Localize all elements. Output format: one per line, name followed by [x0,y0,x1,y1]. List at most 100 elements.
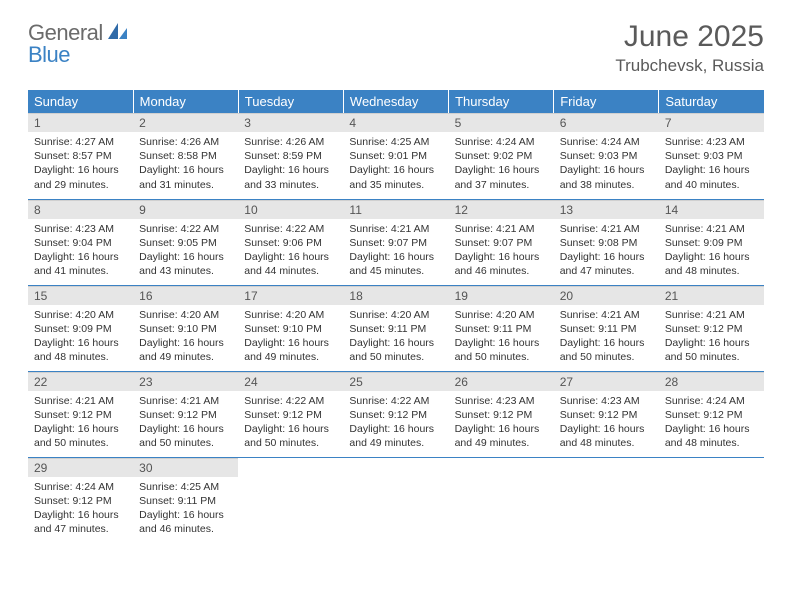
sunset-text: Sunset: 9:08 PM [560,236,653,250]
sunrise-text: Sunrise: 4:20 AM [349,308,442,322]
day-number: 6 [554,113,659,132]
day-content: Sunrise: 4:21 AMSunset: 9:08 PMDaylight:… [554,219,659,283]
day-number: 27 [554,372,659,391]
calendar-cell [659,457,764,543]
day-content: Sunrise: 4:23 AMSunset: 9:03 PMDaylight:… [659,132,764,196]
daylight-text-2: and 48 minutes. [34,350,127,364]
calendar-cell: 7Sunrise: 4:23 AMSunset: 9:03 PMDaylight… [659,113,764,199]
sunset-text: Sunset: 9:12 PM [455,408,548,422]
sunrise-text: Sunrise: 4:25 AM [349,135,442,149]
day-content: Sunrise: 4:20 AMSunset: 9:11 PMDaylight:… [343,305,448,369]
daylight-text-1: Daylight: 16 hours [455,336,548,350]
calendar-cell: 10Sunrise: 4:22 AMSunset: 9:06 PMDayligh… [238,199,343,285]
sunrise-text: Sunrise: 4:25 AM [139,480,232,494]
daylight-text-2: and 41 minutes. [34,264,127,278]
daylight-text-1: Daylight: 16 hours [139,508,232,522]
calendar-cell [343,457,448,543]
calendar-cell: 22Sunrise: 4:21 AMSunset: 9:12 PMDayligh… [28,371,133,457]
calendar-cell: 18Sunrise: 4:20 AMSunset: 9:11 PMDayligh… [343,285,448,371]
calendar-cell [449,457,554,543]
calendar-cell: 29Sunrise: 4:24 AMSunset: 9:12 PMDayligh… [28,457,133,543]
daylight-text-1: Daylight: 16 hours [34,163,127,177]
calendar-cell: 26Sunrise: 4:23 AMSunset: 9:12 PMDayligh… [449,371,554,457]
daylight-text-2: and 37 minutes. [455,178,548,192]
daylight-text-2: and 49 minutes. [244,350,337,364]
day-number: 19 [449,286,554,305]
daylight-text-2: and 35 minutes. [349,178,442,192]
day-number: 15 [28,286,133,305]
daylight-text-1: Daylight: 16 hours [139,163,232,177]
sunrise-text: Sunrise: 4:22 AM [139,222,232,236]
calendar-cell: 4Sunrise: 4:25 AMSunset: 9:01 PMDaylight… [343,113,448,199]
day-content: Sunrise: 4:24 AMSunset: 9:12 PMDaylight:… [659,391,764,455]
sunset-text: Sunset: 9:12 PM [34,408,127,422]
day-number: 4 [343,113,448,132]
daylight-text-1: Daylight: 16 hours [455,163,548,177]
sunrise-text: Sunrise: 4:24 AM [34,480,127,494]
sunrise-text: Sunrise: 4:24 AM [665,394,758,408]
calendar-week-row: 15Sunrise: 4:20 AMSunset: 9:09 PMDayligh… [28,285,764,371]
day-number: 11 [343,200,448,219]
sunrise-text: Sunrise: 4:21 AM [349,222,442,236]
day-content: Sunrise: 4:24 AMSunset: 9:02 PMDaylight:… [449,132,554,196]
day-content: Sunrise: 4:22 AMSunset: 9:05 PMDaylight:… [133,219,238,283]
calendar-week-row: 8Sunrise: 4:23 AMSunset: 9:04 PMDaylight… [28,199,764,285]
day-number: 22 [28,372,133,391]
day-content: Sunrise: 4:22 AMSunset: 9:12 PMDaylight:… [238,391,343,455]
daylight-text-1: Daylight: 16 hours [244,250,337,264]
daylight-text-1: Daylight: 16 hours [560,250,653,264]
daylight-text-2: and 50 minutes. [349,350,442,364]
daylight-text-1: Daylight: 16 hours [665,422,758,436]
sunrise-text: Sunrise: 4:22 AM [244,222,337,236]
sunset-text: Sunset: 9:10 PM [139,322,232,336]
day-number: 17 [238,286,343,305]
day-content: Sunrise: 4:21 AMSunset: 9:07 PMDaylight:… [449,219,554,283]
day-number: 5 [449,113,554,132]
daylight-text-2: and 49 minutes. [139,350,232,364]
day-number: 3 [238,113,343,132]
calendar-cell: 23Sunrise: 4:21 AMSunset: 9:12 PMDayligh… [133,371,238,457]
sunrise-text: Sunrise: 4:24 AM [455,135,548,149]
dayheader-sat: Saturday [659,90,764,113]
sunset-text: Sunset: 9:12 PM [665,408,758,422]
sunset-text: Sunset: 9:03 PM [665,149,758,163]
daylight-text-2: and 43 minutes. [139,264,232,278]
calendar-cell: 8Sunrise: 4:23 AMSunset: 9:04 PMDaylight… [28,199,133,285]
day-content: Sunrise: 4:20 AMSunset: 9:10 PMDaylight:… [238,305,343,369]
sunrise-text: Sunrise: 4:21 AM [665,308,758,322]
day-content: Sunrise: 4:20 AMSunset: 9:09 PMDaylight:… [28,305,133,369]
sunrise-text: Sunrise: 4:20 AM [244,308,337,322]
sunrise-text: Sunrise: 4:20 AM [139,308,232,322]
day-content: Sunrise: 4:26 AMSunset: 8:58 PMDaylight:… [133,132,238,196]
day-number: 18 [343,286,448,305]
sunset-text: Sunset: 9:10 PM [244,322,337,336]
day-number: 23 [133,372,238,391]
day-content: Sunrise: 4:25 AMSunset: 9:11 PMDaylight:… [133,477,238,541]
day-number: 24 [238,372,343,391]
daylight-text-2: and 44 minutes. [244,264,337,278]
calendar-cell [238,457,343,543]
sunset-text: Sunset: 9:12 PM [665,322,758,336]
day-content: Sunrise: 4:22 AMSunset: 9:12 PMDaylight:… [343,391,448,455]
calendar-cell: 28Sunrise: 4:24 AMSunset: 9:12 PMDayligh… [659,371,764,457]
sunrise-text: Sunrise: 4:21 AM [139,394,232,408]
day-content: Sunrise: 4:21 AMSunset: 9:12 PMDaylight:… [28,391,133,455]
daylight-text-1: Daylight: 16 hours [349,336,442,350]
sunset-text: Sunset: 9:05 PM [139,236,232,250]
sunset-text: Sunset: 9:12 PM [139,408,232,422]
calendar-cell [554,457,659,543]
sunrise-text: Sunrise: 4:21 AM [560,308,653,322]
daylight-text-2: and 46 minutes. [139,522,232,536]
header: General June 2025 Trubchevsk, Russia [28,20,764,76]
dayheader-sun: Sunday [28,90,133,113]
daylight-text-1: Daylight: 16 hours [349,163,442,177]
daylight-text-1: Daylight: 16 hours [349,422,442,436]
sunrise-text: Sunrise: 4:23 AM [455,394,548,408]
day-content: Sunrise: 4:27 AMSunset: 8:57 PMDaylight:… [28,132,133,196]
day-number: 30 [133,458,238,477]
day-content: Sunrise: 4:21 AMSunset: 9:09 PMDaylight:… [659,219,764,283]
day-content: Sunrise: 4:21 AMSunset: 9:12 PMDaylight:… [659,305,764,369]
day-content: Sunrise: 4:20 AMSunset: 9:11 PMDaylight:… [449,305,554,369]
calendar-cell: 21Sunrise: 4:21 AMSunset: 9:12 PMDayligh… [659,285,764,371]
daylight-text-2: and 47 minutes. [34,522,127,536]
